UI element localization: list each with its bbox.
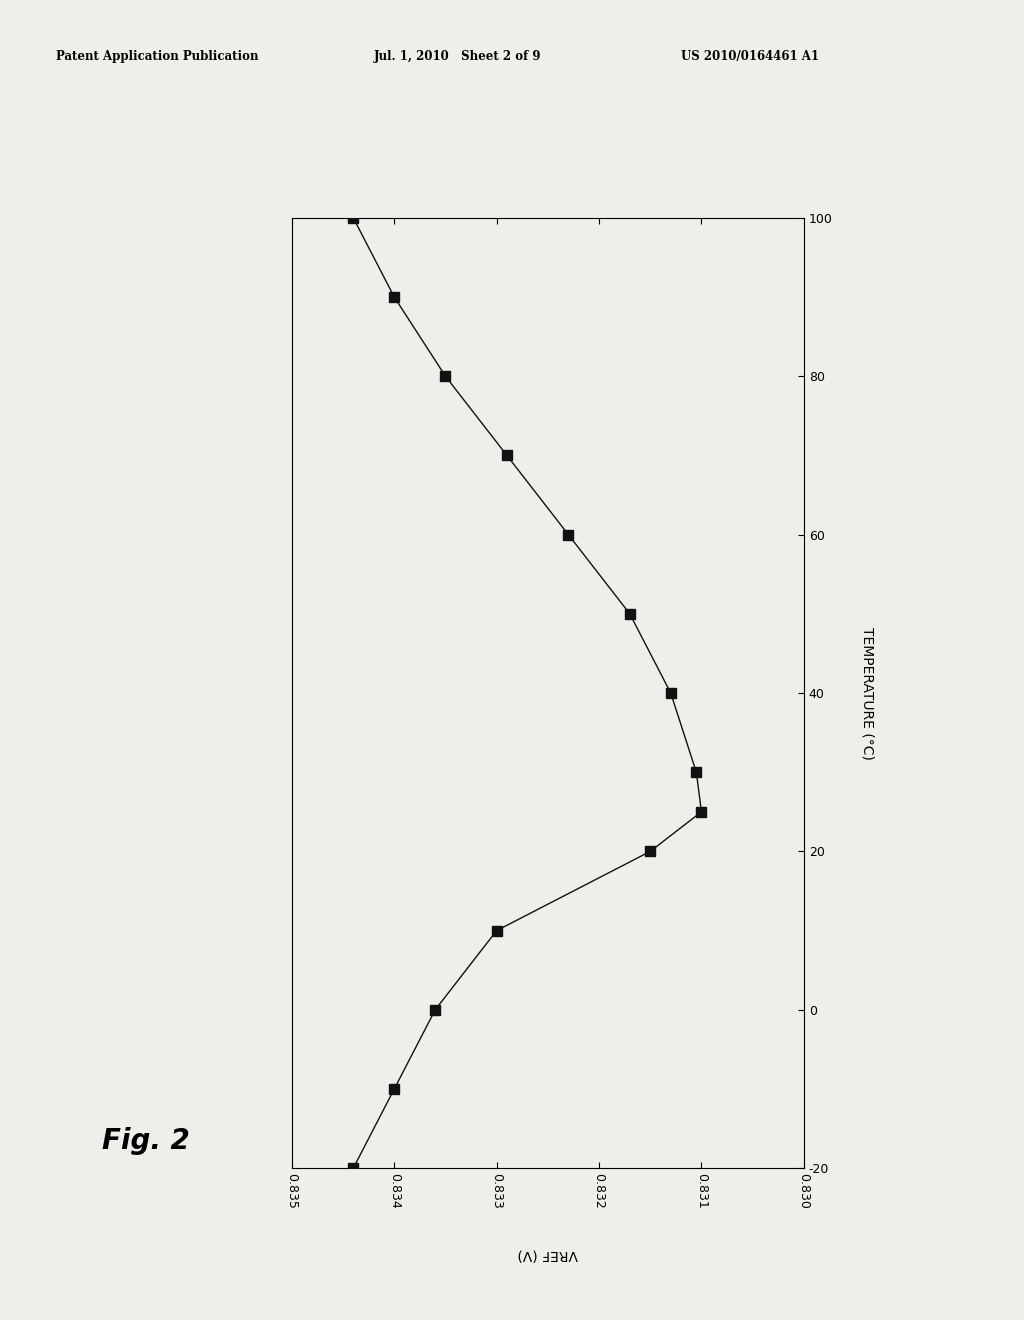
Text: Fig. 2: Fig. 2 [102,1127,190,1155]
Y-axis label: TEMPERATURE (°C): TEMPERATURE (°C) [860,627,874,759]
Text: Jul. 1, 2010   Sheet 2 of 9: Jul. 1, 2010 Sheet 2 of 9 [374,50,542,63]
Text: Patent Application Publication: Patent Application Publication [56,50,259,63]
X-axis label: VREF (V): VREF (V) [517,1247,579,1262]
Text: US 2010/0164461 A1: US 2010/0164461 A1 [681,50,819,63]
